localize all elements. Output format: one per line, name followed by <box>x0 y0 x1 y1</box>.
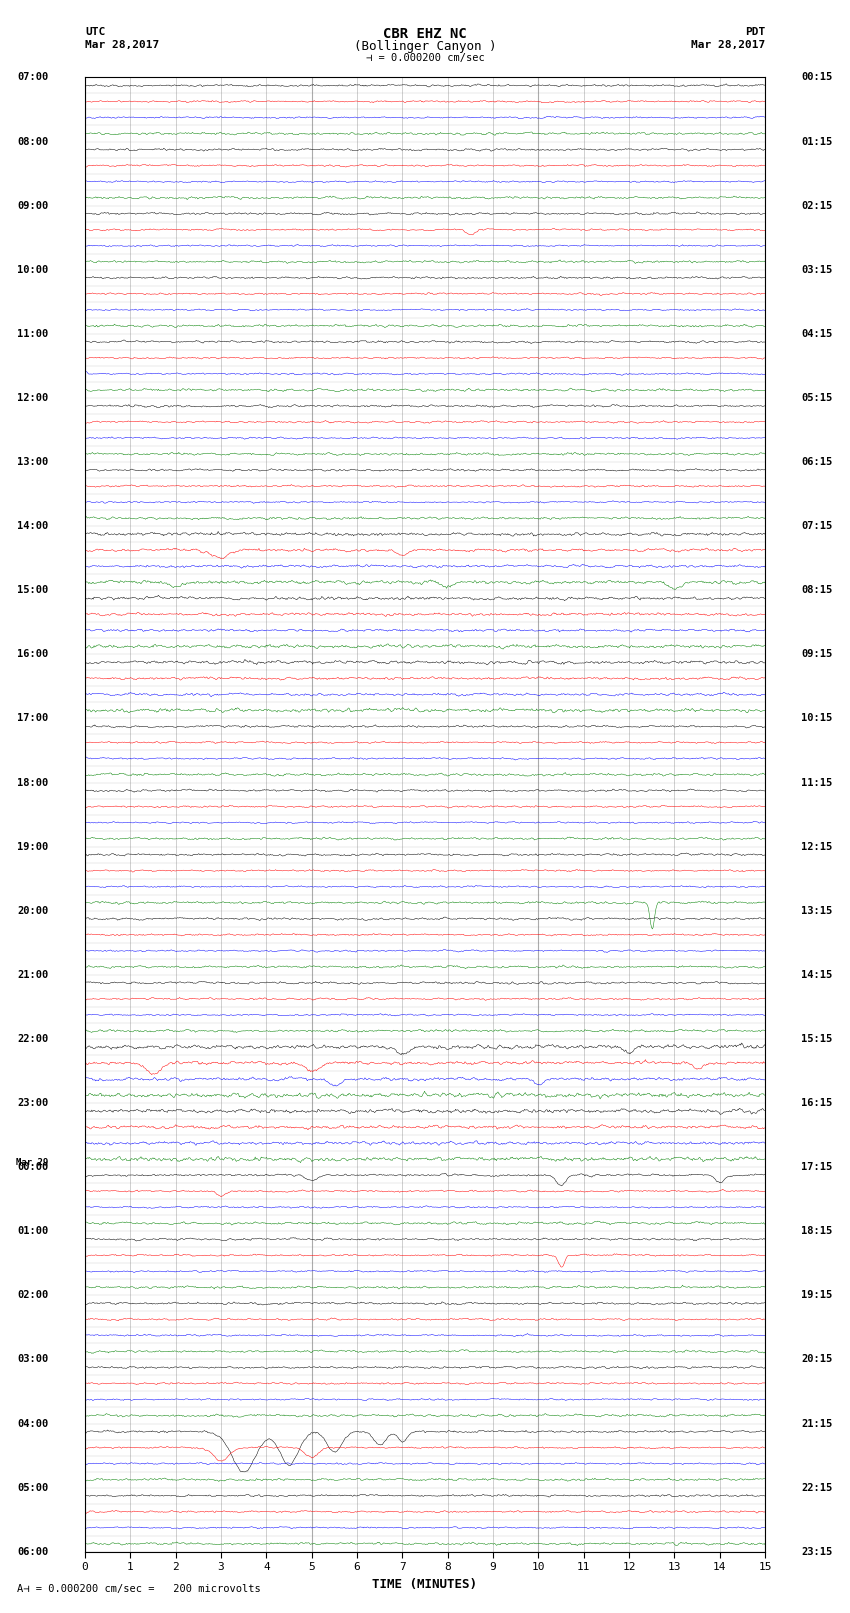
Text: 09:00: 09:00 <box>18 200 48 211</box>
Text: 23:15: 23:15 <box>802 1547 832 1557</box>
Text: 15:15: 15:15 <box>802 1034 832 1044</box>
Text: 14:15: 14:15 <box>802 969 832 979</box>
Text: 21:00: 21:00 <box>18 969 48 979</box>
Text: 15:00: 15:00 <box>18 586 48 595</box>
Text: 14:00: 14:00 <box>18 521 48 531</box>
Text: 04:15: 04:15 <box>802 329 832 339</box>
Text: (Bollinger Canyon ): (Bollinger Canyon ) <box>354 40 496 53</box>
Text: 12:00: 12:00 <box>18 394 48 403</box>
Text: 06:00: 06:00 <box>18 1547 48 1557</box>
Text: 02:15: 02:15 <box>802 200 832 211</box>
Text: 04:00: 04:00 <box>18 1418 48 1429</box>
Text: 13:15: 13:15 <box>802 907 832 916</box>
Text: 08:15: 08:15 <box>802 586 832 595</box>
Text: UTC: UTC <box>85 27 105 37</box>
X-axis label: TIME (MINUTES): TIME (MINUTES) <box>372 1578 478 1590</box>
Text: 05:00: 05:00 <box>18 1482 48 1492</box>
Text: 17:15: 17:15 <box>802 1161 832 1173</box>
Text: Mar 28,2017: Mar 28,2017 <box>691 40 765 50</box>
Text: A⊣ = 0.000200 cm/sec =   200 microvolts: A⊣ = 0.000200 cm/sec = 200 microvolts <box>17 1584 261 1594</box>
Text: 23:00: 23:00 <box>18 1098 48 1108</box>
Text: 01:15: 01:15 <box>802 137 832 147</box>
Text: 09:15: 09:15 <box>802 650 832 660</box>
Text: 18:00: 18:00 <box>18 777 48 787</box>
Text: 10:00: 10:00 <box>18 265 48 274</box>
Text: 11:00: 11:00 <box>18 329 48 339</box>
Text: Mar 29: Mar 29 <box>16 1158 48 1166</box>
Text: 18:15: 18:15 <box>802 1226 832 1236</box>
Text: 19:15: 19:15 <box>802 1290 832 1300</box>
Text: 16:00: 16:00 <box>18 650 48 660</box>
Text: 03:15: 03:15 <box>802 265 832 274</box>
Text: 00:15: 00:15 <box>802 73 832 82</box>
Text: 11:15: 11:15 <box>802 777 832 787</box>
Text: 00:00: 00:00 <box>18 1161 48 1173</box>
Text: 20:00: 20:00 <box>18 907 48 916</box>
Text: PDT: PDT <box>745 27 765 37</box>
Text: 10:15: 10:15 <box>802 713 832 723</box>
Text: 07:00: 07:00 <box>18 73 48 82</box>
Text: 13:00: 13:00 <box>18 456 48 468</box>
Text: 16:15: 16:15 <box>802 1098 832 1108</box>
Text: 07:15: 07:15 <box>802 521 832 531</box>
Text: 12:15: 12:15 <box>802 842 832 852</box>
Text: 21:15: 21:15 <box>802 1418 832 1429</box>
Text: Mar 28,2017: Mar 28,2017 <box>85 40 159 50</box>
Text: 01:00: 01:00 <box>18 1226 48 1236</box>
Text: 08:00: 08:00 <box>18 137 48 147</box>
Text: 22:15: 22:15 <box>802 1482 832 1492</box>
Text: ⊣ = 0.000200 cm/sec: ⊣ = 0.000200 cm/sec <box>366 53 484 63</box>
Text: 05:15: 05:15 <box>802 394 832 403</box>
Text: CBR EHZ NC: CBR EHZ NC <box>383 27 467 42</box>
Text: 17:00: 17:00 <box>18 713 48 723</box>
Text: 06:15: 06:15 <box>802 456 832 468</box>
Text: 19:00: 19:00 <box>18 842 48 852</box>
Text: 20:15: 20:15 <box>802 1355 832 1365</box>
Text: 03:00: 03:00 <box>18 1355 48 1365</box>
Text: 22:00: 22:00 <box>18 1034 48 1044</box>
Text: 02:00: 02:00 <box>18 1290 48 1300</box>
